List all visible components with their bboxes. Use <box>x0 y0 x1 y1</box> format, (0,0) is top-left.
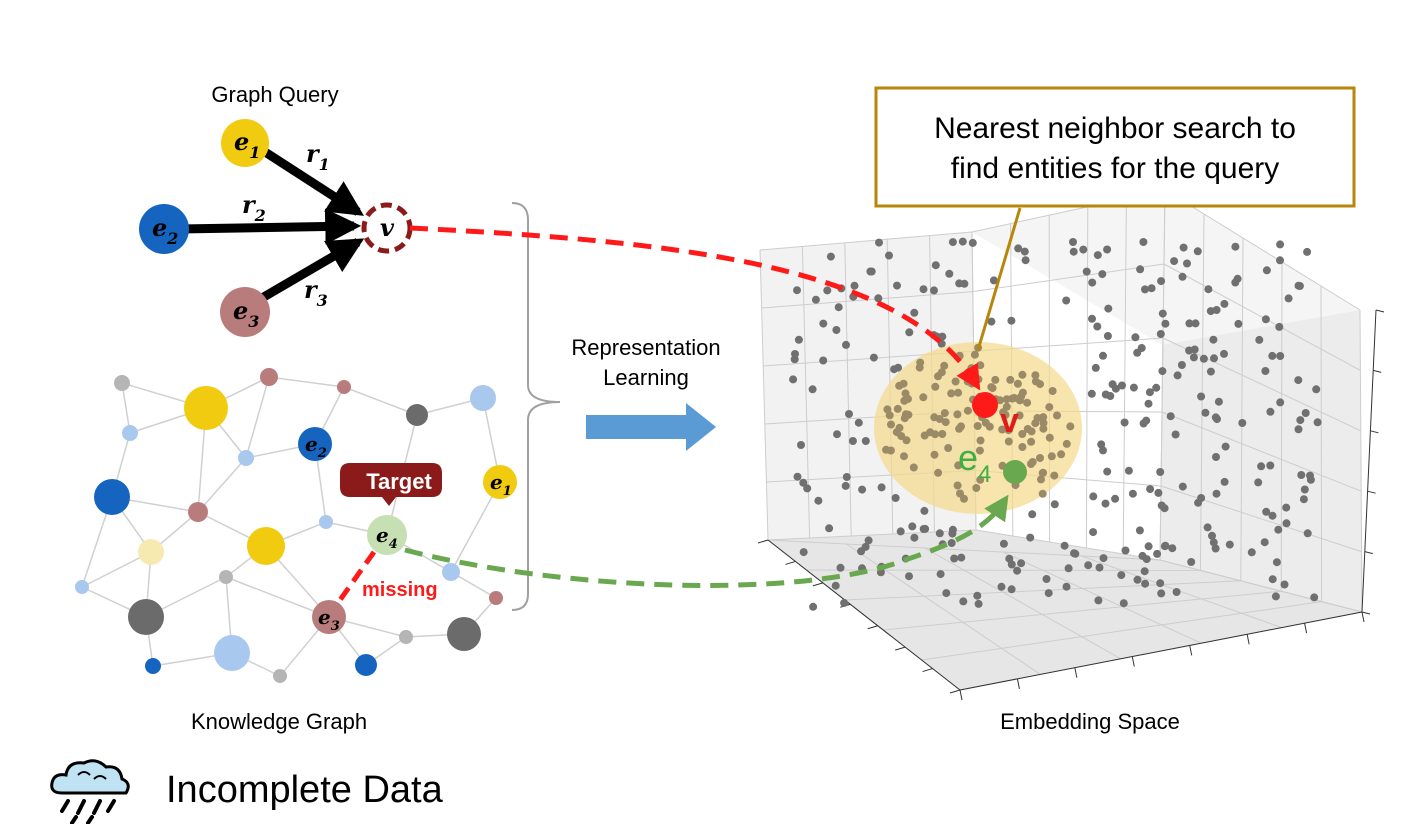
rain-cloud-icon <box>50 759 130 824</box>
answer-mapping-arrow <box>404 494 1009 588</box>
relation-r1-label: r <box>306 139 321 168</box>
kg-e4-label: e <box>376 523 389 547</box>
kg-e3-label: e <box>318 605 331 629</box>
svg-text:e3: e3 <box>233 296 259 331</box>
svg-text:e2: e2 <box>152 213 178 248</box>
relation-r3-sub: 3 <box>317 291 328 310</box>
graph-query: Graph Query e1 e2 e3 r1 r2 r3 v <box>139 82 413 337</box>
missing-label: missing <box>362 579 438 601</box>
svg-text:e4: e4 <box>958 437 991 488</box>
target-label: Target <box>366 469 432 494</box>
query-embedding-point <box>972 392 998 418</box>
svg-text:e3: e3 <box>318 605 340 634</box>
anchor-e1-label: e <box>234 127 249 156</box>
embedding-scatter <box>789 237 1322 611</box>
v-label: v <box>1000 402 1019 440</box>
anchor-e2-sub: 2 <box>166 229 178 248</box>
relation-r2-sub: 2 <box>254 206 266 225</box>
graph-query-title: Graph Query <box>211 82 338 107</box>
anchor-e1-sub: 1 <box>249 143 260 162</box>
kg-e2-sub: 2 <box>317 446 327 461</box>
anchor-node-e1 <box>221 119 269 167</box>
kg-node-e1: e1 <box>483 465 517 499</box>
relation-edge-r2 <box>179 208 362 245</box>
answer-embedding-point <box>1003 460 1027 484</box>
embedding-3d-axes <box>757 189 1385 701</box>
kg-node-e2: e2 <box>298 427 332 461</box>
representation-line1: Representation <box>571 335 720 360</box>
anchor-node-e2 <box>139 204 189 254</box>
callout-pointer <box>976 207 1022 351</box>
kg-e3-sub: 3 <box>331 619 340 634</box>
knowledge-graph-title: Knowledge Graph <box>191 709 367 734</box>
svg-text:e4: e4 <box>376 523 398 552</box>
embedding-scatter-inner <box>882 343 1075 503</box>
representation-line2: Learning <box>603 365 689 390</box>
representation-arrow <box>586 403 716 451</box>
anchor-node-e3 <box>220 287 270 337</box>
variable-v-label: v <box>380 213 395 242</box>
relation-edge-r1 <box>259 146 365 216</box>
query-mapping-arrow <box>409 225 981 391</box>
anchor-e3-label: e <box>233 296 248 325</box>
brace <box>511 202 561 611</box>
callout-box <box>874 86 1356 208</box>
e4-sub: 4 <box>978 461 991 488</box>
svg-text:e2: e2 <box>305 432 327 461</box>
relation-edge-r3 <box>259 238 365 302</box>
target-bubble: Target <box>340 463 442 506</box>
svg-text:e1: e1 <box>234 127 260 162</box>
kg-e2-label: e <box>305 432 318 456</box>
svg-text:r2: r2 <box>242 190 266 225</box>
kg-e4-sub: 4 <box>389 537 398 552</box>
callout-line2: find entities for the query <box>951 152 1280 185</box>
kg-node-e4: e4 <box>367 515 407 555</box>
kg-e1-sub: 1 <box>503 484 512 499</box>
svg-text:r1: r1 <box>306 139 330 174</box>
relation-r3-label: r <box>304 275 319 304</box>
footer-label: Incomplete Data <box>166 769 444 811</box>
anchor-e2-label: e <box>152 213 167 242</box>
anchor-e3-sub: 3 <box>248 312 259 331</box>
missing-edge <box>337 550 377 602</box>
relation-r2-label: r <box>242 190 257 219</box>
kg-e1-label: e <box>490 470 503 494</box>
svg-text:e1: e1 <box>490 470 512 499</box>
knowledge-graph-nodes <box>75 368 503 683</box>
embedding-space-title: Embedding Space <box>1000 709 1180 734</box>
callout-line1: Nearest neighbor search to <box>934 112 1296 145</box>
e4-label: e <box>958 437 978 478</box>
svg-text:r3: r3 <box>304 275 328 310</box>
relation-r1-sub: 1 <box>319 155 330 174</box>
kg-node-e3: e3 <box>312 600 346 634</box>
